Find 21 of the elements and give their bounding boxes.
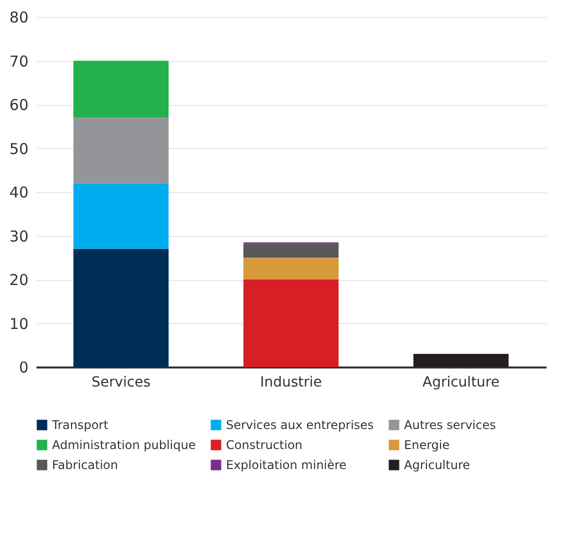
legend-label: Energie [404, 438, 450, 452]
x-tick-label: Services [91, 374, 151, 390]
x-tick-label: Industrie [260, 374, 322, 390]
y-tick-label: 60 [9, 96, 28, 114]
y-tick-label: 40 [9, 184, 28, 202]
y-tick-label: 70 [9, 52, 28, 70]
legend-label: Administration publique [52, 438, 196, 452]
legend-label: Exploitation minière [226, 458, 347, 472]
legend-label: Autres services [404, 418, 496, 432]
y-tick-label: 30 [9, 227, 28, 246]
legend-label: Construction [226, 438, 302, 452]
y-tick-label: 20 [9, 271, 28, 289]
legend-label: Transport [51, 418, 109, 432]
y-tick-label: 80 [9, 8, 28, 26]
x-tick-label: Agriculture [422, 374, 500, 390]
y-tick-label: 50 [9, 140, 28, 158]
y-tick-label: 0 [18, 358, 28, 376]
legend-label: Services aux entreprises [226, 418, 374, 432]
y-tick-label: 10 [9, 314, 28, 333]
legend-label: Fabrication [52, 458, 118, 472]
legend-label: Agriculture [404, 458, 470, 472]
